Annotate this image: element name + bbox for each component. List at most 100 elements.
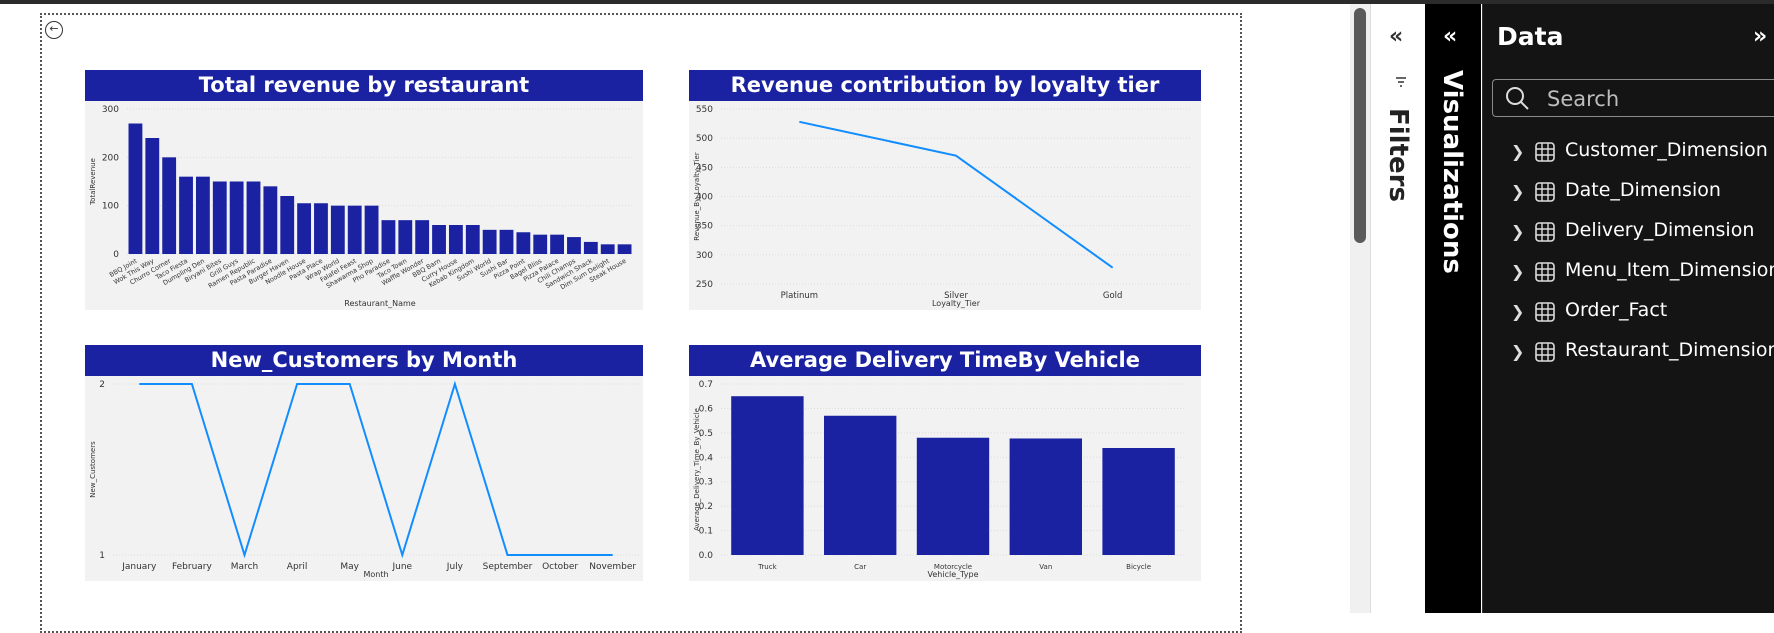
y-tick-label: 100 bbox=[102, 202, 119, 212]
y-tick-label: 300 bbox=[696, 251, 713, 261]
x-tick-label: Car bbox=[854, 563, 866, 571]
chevron-right-icon[interactable]: ❯ bbox=[1511, 342, 1524, 361]
data-pane[interactable]: Data » ❯Customer_Dimension❯Date_Dimensio… bbox=[1482, 4, 1774, 613]
table-label: Restaurant_Dimension bbox=[1565, 339, 1774, 361]
bar[interactable] bbox=[1102, 448, 1174, 555]
y-tick-label: 500 bbox=[696, 134, 713, 144]
bar[interactable] bbox=[263, 186, 277, 254]
bar[interactable] bbox=[618, 244, 632, 254]
canvas-scrollbar-thumb[interactable] bbox=[1354, 8, 1366, 243]
visual-title: Revenue contribution by loyalty tier bbox=[689, 70, 1201, 101]
bar[interactable] bbox=[179, 177, 193, 254]
table-label: Order_Fact bbox=[1565, 299, 1667, 321]
bar[interactable] bbox=[432, 225, 446, 254]
y-tick-label: 300 bbox=[102, 105, 119, 115]
visual-title: New_Customers by Month bbox=[85, 345, 643, 376]
collapse-visualizations-icon[interactable]: « bbox=[1443, 24, 1457, 49]
x-tick-label: June bbox=[391, 562, 412, 572]
bar[interactable] bbox=[584, 242, 598, 254]
bar[interactable] bbox=[162, 157, 176, 254]
x-tick-label: Gold bbox=[1103, 291, 1123, 301]
collapse-filters-icon[interactable]: « bbox=[1389, 24, 1403, 49]
series-line[interactable] bbox=[799, 122, 1112, 268]
table-icon bbox=[1535, 142, 1555, 162]
bar[interactable] bbox=[449, 225, 463, 254]
table-label: Customer_Dimension bbox=[1565, 139, 1768, 161]
bar[interactable] bbox=[1010, 438, 1082, 555]
table-icon bbox=[1535, 302, 1555, 322]
x-tick-label: November bbox=[589, 562, 636, 572]
bar[interactable] bbox=[483, 230, 497, 254]
series-line[interactable] bbox=[139, 384, 612, 555]
bar[interactable] bbox=[382, 220, 396, 254]
bar[interactable] bbox=[601, 244, 615, 254]
bar[interactable] bbox=[917, 438, 989, 555]
chevron-right-icon[interactable]: ❯ bbox=[1511, 302, 1524, 321]
y-tick-label: 550 bbox=[696, 105, 713, 115]
y-tick-label: 250 bbox=[696, 280, 713, 290]
filters-label[interactable]: Filters bbox=[1383, 108, 1413, 202]
bar[interactable] bbox=[533, 235, 547, 254]
x-tick-label: Platinum bbox=[781, 291, 818, 301]
bar[interactable] bbox=[731, 396, 803, 555]
y-axis-title: New_Customers bbox=[89, 441, 97, 498]
chevron-right-icon[interactable]: ❯ bbox=[1511, 262, 1524, 281]
chevron-right-icon[interactable]: ❯ bbox=[1511, 222, 1524, 241]
expand-data-icon[interactable]: » bbox=[1753, 24, 1767, 49]
table-label: Delivery_Dimension bbox=[1565, 219, 1754, 241]
bar[interactable] bbox=[196, 177, 210, 254]
visualizations-label[interactable]: Visualizations bbox=[1437, 70, 1467, 274]
bar[interactable] bbox=[230, 182, 244, 255]
bar[interactable] bbox=[398, 220, 412, 254]
x-tick-label: Bicycle bbox=[1126, 563, 1151, 571]
y-tick-label: 1 bbox=[99, 551, 105, 561]
x-tick-label: Truck bbox=[757, 563, 777, 571]
visualizations-pane[interactable]: « Visualizations bbox=[1425, 4, 1481, 613]
table-icon bbox=[1535, 222, 1555, 242]
visual-title: Average Delivery TimeBy Vehicle bbox=[689, 345, 1201, 376]
bar[interactable] bbox=[297, 203, 311, 254]
chevron-right-icon[interactable]: ❯ bbox=[1511, 142, 1524, 161]
chevron-right-icon[interactable]: ❯ bbox=[1511, 182, 1524, 201]
bar[interactable] bbox=[331, 206, 345, 254]
y-tick-label: 200 bbox=[102, 153, 119, 163]
visual-title: Total revenue by restaurant bbox=[85, 70, 643, 101]
bar[interactable] bbox=[129, 124, 143, 255]
y-tick-label: 0.7 bbox=[699, 380, 713, 390]
bar[interactable] bbox=[145, 138, 159, 254]
x-tick-label: October bbox=[542, 562, 578, 572]
bar[interactable] bbox=[365, 206, 379, 254]
data-search-box[interactable] bbox=[1492, 79, 1774, 117]
bar[interactable] bbox=[415, 220, 429, 254]
y-tick-label: 0.0 bbox=[699, 551, 714, 561]
search-icon bbox=[1505, 86, 1529, 110]
back-arrow-icon[interactable]: ← bbox=[45, 21, 63, 39]
visual-revenue-by-loyalty-tier[interactable]: Revenue contribution by loyalty tier 250… bbox=[689, 70, 1201, 310]
x-axis-title: Loyalty_Tier bbox=[932, 299, 981, 308]
bar[interactable] bbox=[280, 196, 294, 254]
bar[interactable] bbox=[516, 232, 530, 254]
x-tick-label: March bbox=[231, 562, 258, 572]
bar[interactable] bbox=[348, 206, 362, 254]
bar[interactable] bbox=[550, 235, 564, 254]
x-tick-label: May bbox=[340, 562, 359, 572]
bar[interactable] bbox=[824, 416, 896, 555]
y-axis-title: TotalRevenue bbox=[89, 158, 97, 206]
x-tick-label: January bbox=[121, 562, 157, 572]
bar[interactable] bbox=[247, 182, 261, 255]
bar[interactable] bbox=[213, 182, 227, 255]
filters-pane[interactable]: « Filters bbox=[1370, 4, 1426, 613]
table-label: Menu_Item_Dimension bbox=[1565, 259, 1774, 281]
search-input[interactable] bbox=[1545, 84, 1774, 114]
bar[interactable] bbox=[567, 237, 581, 254]
filter-icon bbox=[1394, 74, 1408, 88]
bar[interactable] bbox=[500, 230, 514, 254]
bar[interactable] bbox=[466, 225, 480, 254]
bar[interactable] bbox=[314, 203, 328, 254]
